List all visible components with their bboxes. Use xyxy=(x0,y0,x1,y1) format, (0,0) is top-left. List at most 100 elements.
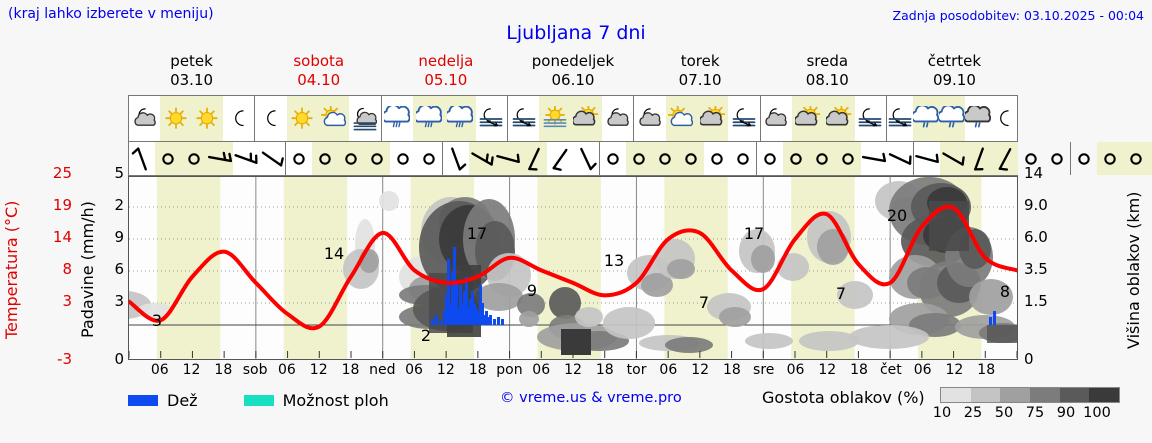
wind-barb-icon xyxy=(233,142,259,175)
day-header-četrtek: četrtek 09.10 xyxy=(891,52,1018,94)
showers-legend-label: Možnost ploh xyxy=(282,390,389,410)
wind-barb-icon xyxy=(1071,142,1097,175)
temperature-value-label: 17 xyxy=(744,224,764,243)
wind-barb-icon xyxy=(521,142,547,175)
wind-barb-icon xyxy=(1044,142,1070,175)
temperature-value-label: 14 xyxy=(324,244,344,263)
time-tick: sob xyxy=(242,362,268,378)
icon-day-group xyxy=(129,96,256,141)
wind-day-group xyxy=(286,142,443,175)
temperature-tick: 19 xyxy=(52,196,72,214)
time-tick: pon xyxy=(496,362,523,378)
precipitation-tick: 2 xyxy=(114,196,124,214)
temperature-tick: 8 xyxy=(62,260,72,278)
wind-barb-icon xyxy=(966,142,992,175)
day-name: ponedeljek xyxy=(531,52,615,70)
day-header-sobota: sobota 04.10 xyxy=(255,52,382,94)
cloud-density-tick: 50 xyxy=(994,405,1014,421)
wind-barb-icon xyxy=(992,142,1018,175)
time-tick: 12 xyxy=(818,362,837,378)
wind-day-group xyxy=(1071,142,1152,175)
icon-day-group xyxy=(508,96,635,141)
copyright-link[interactable]: © vreme.us & vreme.pro xyxy=(500,390,682,406)
cloud-height-tick: 0 xyxy=(1024,350,1034,368)
time-tick: 12 xyxy=(691,362,710,378)
cloud-rain-light-icon xyxy=(912,96,939,141)
sun-cloud-gray-icon xyxy=(791,96,824,141)
wind-barb-icon xyxy=(573,142,599,175)
precipitation-tick: 9 xyxy=(114,228,124,246)
wind-barb-icon xyxy=(652,142,678,175)
cloud-height-axis-ticks: 14 9.0 6.0 3.5 1.5 0 xyxy=(1024,0,1068,443)
cloud-density-legend-title: Gostota oblakov (%) xyxy=(762,388,925,407)
temperature-value-label: 20 xyxy=(887,206,907,225)
time-tick: 06 xyxy=(659,362,678,378)
day-header-sreda: sreda 08.10 xyxy=(764,52,891,94)
icon-day-group xyxy=(382,96,508,141)
temperature-value-label: 8 xyxy=(1000,282,1010,301)
day-header-nedelja: nedelja 05.10 xyxy=(382,52,509,94)
day-date: 05.10 xyxy=(424,71,468,89)
cloud-density-step xyxy=(1089,388,1120,402)
time-tick: 18 xyxy=(341,362,360,378)
night-cloud-icon xyxy=(602,96,633,141)
temperature-tick: 25 xyxy=(52,164,72,182)
time-tick: 18 xyxy=(595,362,614,378)
wind-barb-icon xyxy=(1123,142,1149,175)
day-header-torek: torek 07.10 xyxy=(637,52,764,94)
time-tick: 06 xyxy=(532,362,551,378)
day-header-ponedeljek: ponedeljek 06.10 xyxy=(509,52,636,94)
day-date: 06.10 xyxy=(551,71,595,89)
wind-barb-icon xyxy=(940,142,966,175)
time-tick: sre xyxy=(753,362,775,378)
clear-night-icon xyxy=(223,96,254,141)
wind-barb-icon xyxy=(469,142,495,175)
night-cloud-fog-icon xyxy=(349,96,380,141)
time-tick: 18 xyxy=(214,362,233,378)
day-date: 09.10 xyxy=(932,71,976,89)
cloud-density-tick: 25 xyxy=(963,405,983,421)
time-tick: 18 xyxy=(850,362,868,378)
cloud-height-axis-title: Višina oblakov (km) xyxy=(1124,191,1143,350)
time-tick: 18 xyxy=(977,362,996,378)
precipitation-tick: 3 xyxy=(114,292,124,310)
precipitation-tick: 6 xyxy=(114,260,124,278)
wind-barb-icon xyxy=(704,142,730,175)
time-tick: 12 xyxy=(182,362,201,378)
time-tick: 18 xyxy=(723,362,741,378)
fog-sun-icon xyxy=(539,96,571,141)
day-name: sobota xyxy=(293,52,345,70)
temperature-value-label: 2 xyxy=(421,326,431,345)
rain-legend-label: Dež xyxy=(167,390,198,410)
temperature-axis-title: Temperatura (°C) xyxy=(2,200,21,340)
day-name: sreda xyxy=(806,52,849,70)
fog-night-icon xyxy=(855,96,886,141)
wind-barb-icon xyxy=(286,142,312,175)
day-name: četrtek xyxy=(927,52,982,70)
wind-barb-icon xyxy=(207,142,233,175)
time-tick: 06 xyxy=(913,362,932,378)
legend: Dež Možnost ploh xyxy=(128,388,435,412)
precipitation-tick: 5 xyxy=(114,164,124,182)
time-tick: 18 xyxy=(468,362,487,378)
wind-day-group xyxy=(600,142,757,175)
cloud-rain-icon xyxy=(382,96,413,141)
wind-barb-icon xyxy=(783,142,809,175)
clear-day-icon xyxy=(286,96,318,141)
wind-barb-icon xyxy=(600,142,626,175)
day-date: 04.10 xyxy=(297,71,341,89)
day-header-row: petek 03.10 sobota 04.10 nedelja 05.10 ponedel… xyxy=(128,52,1018,94)
fog-night-icon xyxy=(476,96,507,141)
temperature-value-label: 9 xyxy=(527,281,537,300)
temperature-value-label: 3 xyxy=(152,311,162,330)
wind-barb-icon xyxy=(129,142,155,175)
wind-day-group xyxy=(757,142,914,175)
forecast-plot-svg: 3142179137177208211117 xyxy=(129,177,1017,359)
wind-barb-icon xyxy=(259,142,285,175)
sun-cloud-icon xyxy=(317,96,350,141)
sun-cloud-gray-icon xyxy=(823,96,855,141)
wind-barb-icon xyxy=(312,142,338,175)
wind-barb-band xyxy=(128,142,1152,176)
cloud-density-legend-bar xyxy=(940,387,1120,403)
precipitation-axis-title: Padavine (mm/h) xyxy=(78,201,97,339)
